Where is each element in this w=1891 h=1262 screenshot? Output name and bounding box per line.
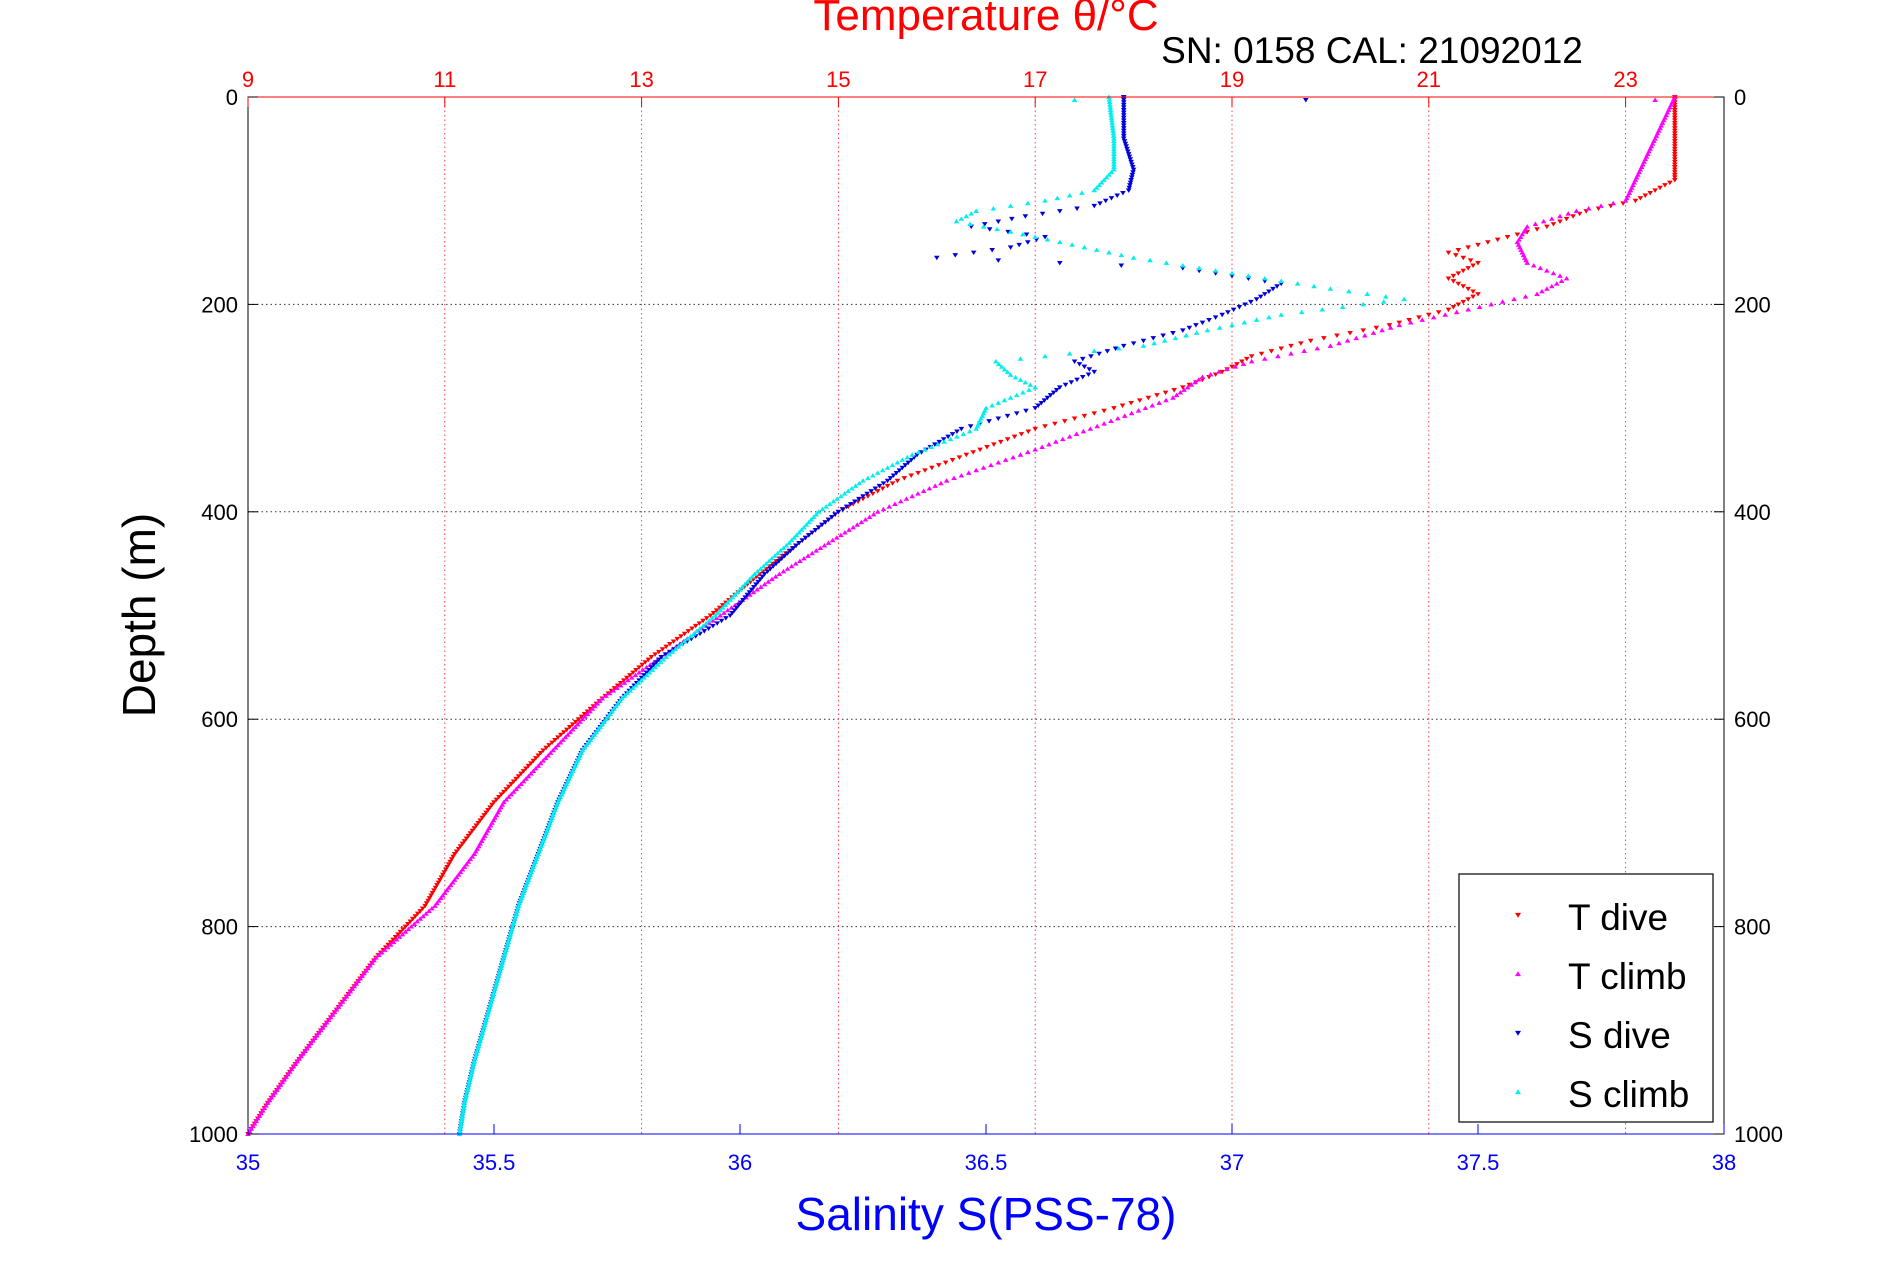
legend-box — [1458, 873, 1714, 1123]
legend-marker — [1515, 912, 1521, 918]
legend-marker — [1515, 971, 1521, 977]
legend-label: T dive — [1568, 897, 1668, 938]
depth-tick-label-left: 800 — [201, 915, 238, 940]
depth-tick-label-left: 600 — [201, 707, 238, 732]
legend: T dive T climb S dive S climb — [1458, 873, 1714, 1123]
depth-tick-label-right: 1000 — [1734, 1122, 1783, 1147]
outlier-point — [1071, 97, 1078, 102]
depth-tick-label-right: 600 — [1734, 707, 1771, 732]
temperature-tick-label: 13 — [629, 67, 653, 92]
depth-tick-label-left: 1000 — [189, 1122, 238, 1147]
legend-label: S dive — [1568, 1015, 1671, 1056]
outlier-point — [1303, 98, 1309, 103]
depth-tick-label-left: 200 — [201, 292, 238, 317]
temperature-tick-label: 21 — [1417, 67, 1441, 92]
chart-title: Temperature θ/°C — [813, 0, 1158, 40]
outlier-point — [1652, 97, 1658, 102]
chart-subtitle: SN: 0158 CAL: 21092012 — [1161, 30, 1583, 71]
depth-tick-label-left: 0 — [226, 85, 238, 110]
salinity-tick-label: 36 — [728, 1150, 752, 1175]
salinity-tick-label: 36.5 — [965, 1150, 1008, 1175]
temperature-tick-label: 11 — [433, 67, 456, 92]
legend-label: T climb — [1568, 956, 1687, 997]
salinity-tick-label: 38 — [1712, 1150, 1736, 1175]
temperature-tick-label: 23 — [1613, 67, 1637, 92]
data-layer — [245, 94, 1678, 1137]
depth-tick-label-right: 0 — [1734, 85, 1746, 110]
depth-tick-label-right: 200 — [1734, 292, 1771, 317]
salinity-tick-label: 37 — [1220, 1150, 1244, 1175]
temperature-tick-label: 19 — [1220, 67, 1244, 92]
temperature-tick-label: 15 — [826, 67, 850, 92]
y-axis-label: Depth (m) — [113, 513, 165, 717]
legend-marker — [1515, 1030, 1521, 1036]
depth-tick-label-right: 400 — [1734, 500, 1771, 525]
depth-tick-label-right: 800 — [1734, 915, 1771, 940]
salinity-tick-label: 37.5 — [1457, 1150, 1500, 1175]
tick-layer: 0 0 200 200 400 400 600 600 800 800 1000 1000 9 11 13 1… — [189, 67, 1783, 1175]
depth-tick-label-left: 400 — [201, 500, 238, 525]
legend-label: S climb — [1568, 1074, 1689, 1115]
legend-marker — [1515, 1089, 1521, 1095]
x-axis-label: Salinity S(PSS-78) — [796, 1188, 1177, 1240]
salinity-tick-label: 35 — [236, 1150, 260, 1175]
temperature-tick-label: 17 — [1023, 67, 1047, 92]
salinity-tick-label: 35.5 — [473, 1150, 516, 1175]
temperature-tick-label: 9 — [242, 67, 254, 92]
